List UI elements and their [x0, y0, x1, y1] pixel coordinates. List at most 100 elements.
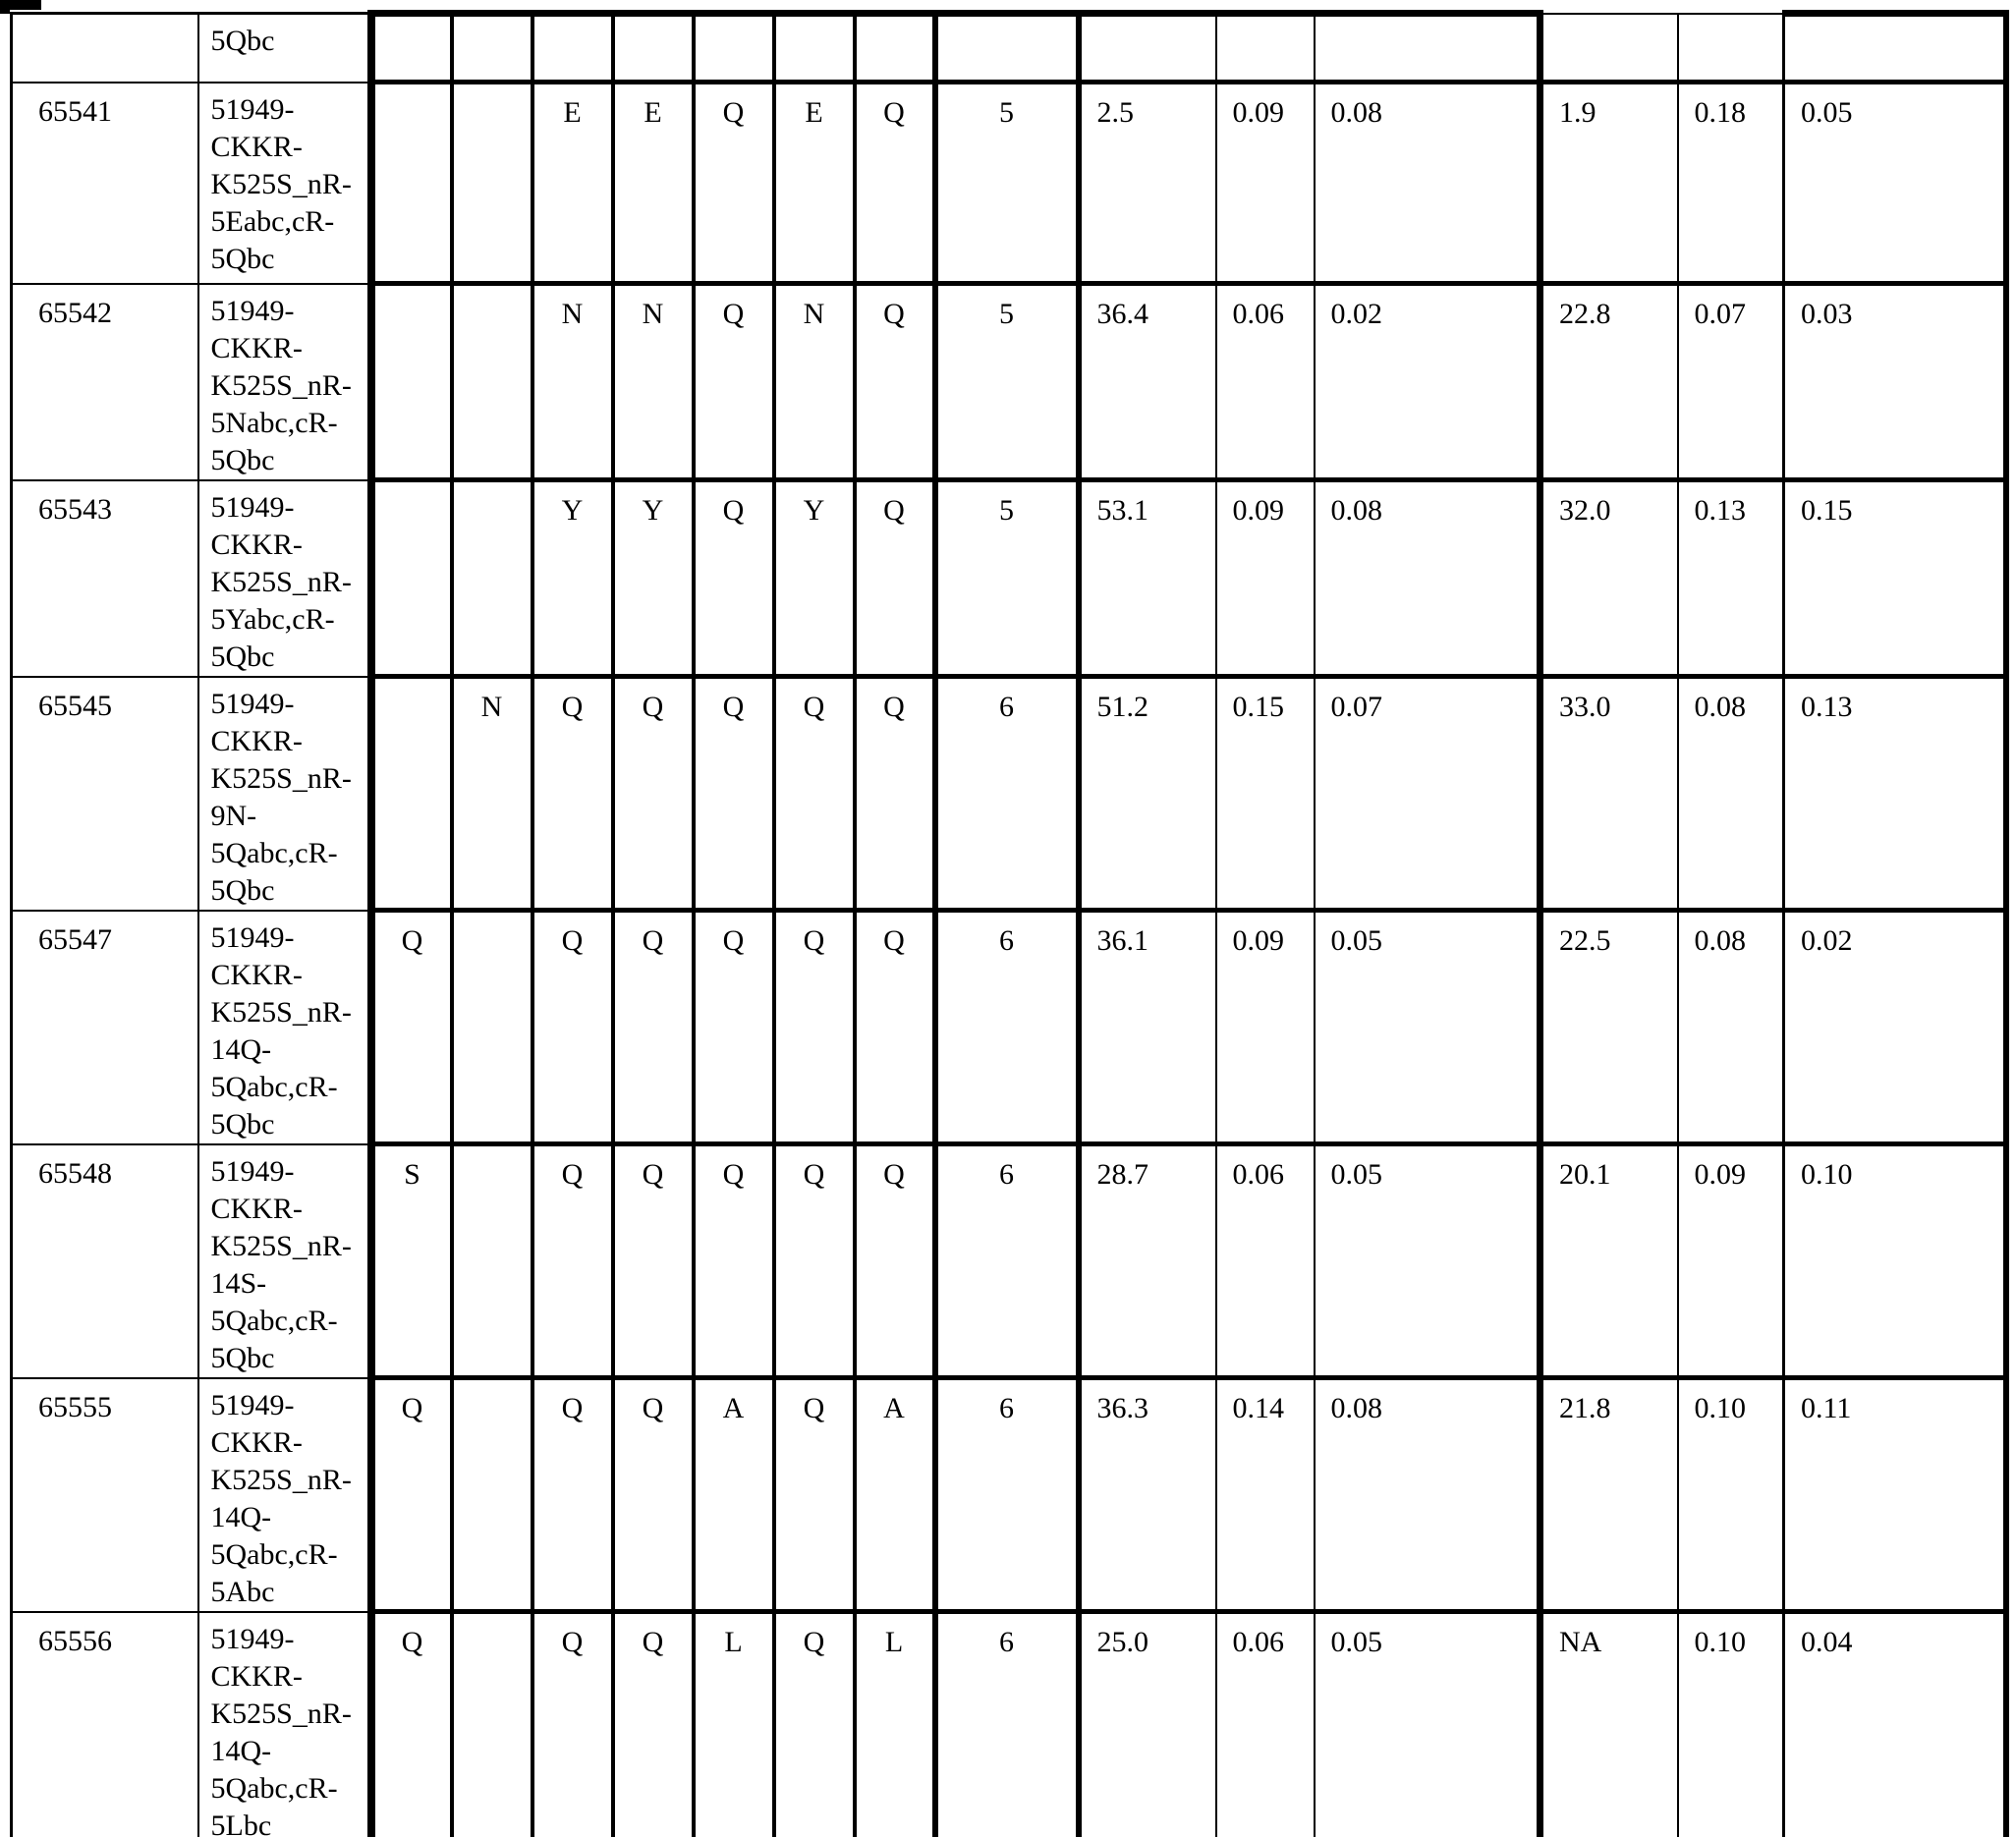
name-line: 51949-: [210, 687, 295, 720]
value-cell: 2.5: [1075, 82, 1216, 286]
name-line: K525S_nR-: [210, 167, 352, 200]
name-cell: 51949- CKKR- K525S_nR- 5Eabc,cR- 5Qbc: [196, 82, 371, 285]
count-cell: 5: [931, 283, 1079, 482]
name-line: 5Qbc: [210, 640, 275, 673]
letter-cell: Q: [610, 676, 694, 913]
value-cell: 0.13: [1676, 479, 1784, 679]
letter-cell: [366, 676, 452, 913]
value-cell: 0.10: [1676, 1377, 1784, 1614]
value-cell: 22.8: [1537, 283, 1678, 482]
name-cell: 51949- CKKR- K525S_nR- 14Q- 5Qabc,cR- 5Qbc: [196, 910, 371, 1145]
name-line: 5Lbc: [210, 1809, 272, 1837]
name-line: 14Q-: [210, 1032, 272, 1066]
letter-cell: [691, 10, 774, 84]
value-cell: 0.07: [1313, 676, 1540, 913]
row-id-cell: 65542: [10, 283, 198, 481]
value-cell: 51.2: [1075, 676, 1216, 913]
letter-cell: Q: [852, 910, 935, 1146]
row-id-cell: 65555: [10, 1377, 198, 1613]
table-row: 65545 51949- CKKR- K525S_nR- 9N- 5Qabc,cR- 5Q…: [10, 676, 2009, 913]
name-line: K525S_nR-: [210, 368, 352, 402]
value-cell: 0.04: [1782, 1611, 2009, 1837]
count-cell: 6: [931, 1143, 1079, 1380]
value-cell: 0.13: [1782, 676, 2009, 913]
letter-cell: [449, 479, 532, 679]
count-cell: [931, 10, 1079, 84]
letter-cell: Q: [852, 1143, 935, 1380]
letter-cell: Q: [852, 676, 935, 913]
value-cell: 0.02: [1313, 283, 1540, 482]
letter-cell: L: [852, 1611, 935, 1837]
letter-cell: Y: [530, 479, 613, 679]
value-cell: 0.10: [1782, 1143, 2009, 1380]
letter-cell: A: [691, 1377, 774, 1614]
letter-cell: E: [771, 82, 855, 286]
value-cell: 0.11: [1782, 1377, 2009, 1614]
row-id-cell: 65541: [10, 82, 198, 285]
name-line: 5Yabc,cR-: [210, 602, 335, 636]
name-line: 5Qabc,cR-: [210, 836, 338, 869]
value-cell: [1313, 10, 1540, 84]
name-line: 14Q-: [210, 1500, 272, 1533]
letter-cell: Q: [771, 1143, 855, 1380]
table-row: 65556 51949- CKKR- K525S_nR- 14Q- 5Qabc,cR- 5…: [10, 1611, 2009, 1837]
value-cell: 36.1: [1075, 910, 1216, 1146]
letter-cell: Q: [530, 910, 613, 1146]
letter-cell: Q: [771, 1611, 855, 1837]
name-line: 5Qbc: [210, 443, 275, 476]
value-cell: 0.09: [1676, 1143, 1784, 1380]
name-cell: 5Qbc: [196, 12, 371, 84]
row-id-cell: 65545: [10, 676, 198, 912]
count-cell: 5: [931, 82, 1079, 286]
letter-cell: E: [610, 82, 694, 286]
value-cell: 0.09: [1214, 910, 1315, 1146]
count-cell: 5: [931, 479, 1079, 679]
table-body: 5Qbc 65541 51949- CKKR- K525S_nR- 5Eabc,cR-…: [10, 10, 2009, 1837]
letter-cell: Q: [691, 1143, 774, 1380]
name-line: 14Q-: [210, 1734, 272, 1767]
count-cell: 6: [931, 910, 1079, 1146]
data-table: 5Qbc 65541 51949- CKKR- K525S_nR- 5Eabc,cR-…: [10, 10, 2009, 1837]
name-line: CKKR-: [210, 1192, 303, 1225]
value-cell: 0.08: [1313, 479, 1540, 679]
letter-cell: Q: [610, 1611, 694, 1837]
letter-cell: [449, 1611, 532, 1837]
name-line: CKKR-: [210, 958, 303, 991]
row-id-cell: 65543: [10, 479, 198, 678]
table-row: 65542 51949- CKKR- K525S_nR- 5Nabc,cR- 5Qbc …: [10, 283, 2009, 482]
value-cell: 0.14: [1214, 1377, 1315, 1614]
value-cell: 0.15: [1214, 676, 1315, 913]
name-line: 51949-: [210, 920, 295, 954]
letter-cell: [530, 10, 613, 84]
name-line: 5Qbc: [210, 1341, 275, 1374]
letter-cell: [366, 82, 452, 286]
value-cell: 0.18: [1676, 82, 1784, 286]
name-line: 5Qbc: [210, 25, 275, 57]
name-line: 51949-: [210, 1154, 295, 1188]
value-cell: 0.05: [1313, 1143, 1540, 1380]
value-cell: 25.0: [1075, 1611, 1216, 1837]
table-row: 65555 51949- CKKR- K525S_nR- 14Q- 5Qabc,cR- 5…: [10, 1377, 2009, 1614]
value-cell: 28.7: [1075, 1143, 1216, 1380]
value-cell: 22.5: [1537, 910, 1678, 1146]
row-id-cell: [10, 12, 198, 84]
value-cell: 0.06: [1214, 1611, 1315, 1837]
letter-cell: Q: [691, 283, 774, 482]
letter-cell: Q: [852, 479, 935, 679]
name-line: CKKR-: [210, 130, 303, 163]
letter-cell: Q: [530, 676, 613, 913]
letter-cell: Q: [530, 1611, 613, 1837]
value-cell: [1214, 10, 1315, 84]
letter-cell: Y: [771, 479, 855, 679]
table-row: 65541 51949- CKKR- K525S_nR- 5Eabc,cR- 5Qbc …: [10, 82, 2009, 286]
value-cell: 0.03: [1782, 283, 2009, 482]
name-line: CKKR-: [210, 528, 303, 561]
row-id-cell: 65547: [10, 910, 198, 1145]
name-line: 5Qbc: [210, 1107, 275, 1141]
letter-cell: [449, 82, 532, 286]
letter-cell: E: [530, 82, 613, 286]
name-line: 51949-: [210, 294, 295, 327]
value-cell: [1537, 12, 1678, 84]
letter-cell: Q: [366, 910, 452, 1146]
